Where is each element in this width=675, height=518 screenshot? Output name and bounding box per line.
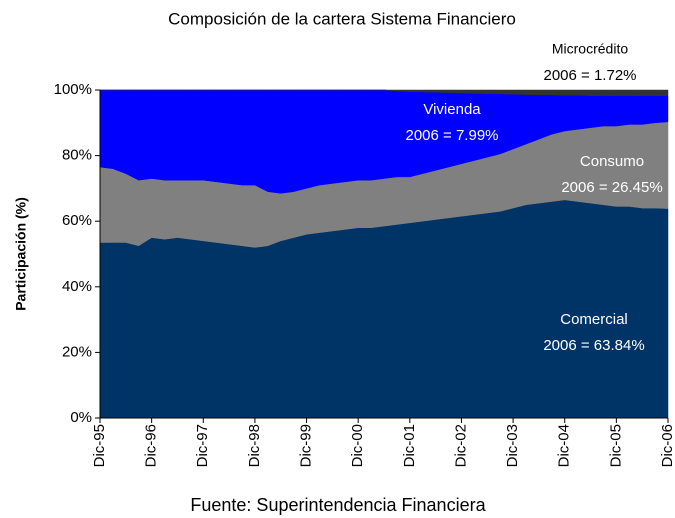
x-tick-label: Dic-97 xyxy=(194,424,211,467)
x-tick-label: Dic-04 xyxy=(556,424,573,467)
x-tick-label: Dic-96 xyxy=(143,424,160,467)
y-tick-label: 40% xyxy=(62,278,92,295)
x-tick-label: Dic-06 xyxy=(659,424,675,467)
y-tick-label: 100% xyxy=(54,81,92,98)
y-tick-label: 80% xyxy=(62,147,92,164)
x-tick-label: Dic-99 xyxy=(298,424,315,467)
x-tick-label: Dic-95 xyxy=(91,424,108,467)
x-tick-label: Dic-03 xyxy=(504,424,521,467)
annotation: 2006 = 1.72% xyxy=(544,67,637,84)
x-tick-label: Dic-01 xyxy=(401,424,418,467)
area xyxy=(100,89,669,96)
x-tick-label: Dic-98 xyxy=(246,424,263,467)
x-tick-label: Dic-00 xyxy=(349,424,366,467)
x-tick-label: Dic-05 xyxy=(607,424,624,467)
y-tick-label: 0% xyxy=(70,409,92,426)
annotation: 2006 = 26.45% xyxy=(561,179,662,196)
y-tick-label: 20% xyxy=(62,343,92,360)
series-label: Consumo xyxy=(580,153,644,170)
source: Fuente: Superintendencia Financiera xyxy=(190,495,486,515)
y-axis-label: Participación (%) xyxy=(13,197,29,311)
series-label: Comercial xyxy=(560,311,628,328)
annotation: 2006 = 63.84% xyxy=(543,337,644,354)
series-label: Microcrédito xyxy=(552,41,628,57)
series-label: Vivienda xyxy=(423,101,481,118)
annotation: 2006 = 7.99% xyxy=(406,127,499,144)
y-tick-label: 60% xyxy=(62,212,92,229)
x-tick-label: Dic-02 xyxy=(452,424,469,467)
chart-title: Composición de la cartera Sistema Financ… xyxy=(168,9,516,28)
